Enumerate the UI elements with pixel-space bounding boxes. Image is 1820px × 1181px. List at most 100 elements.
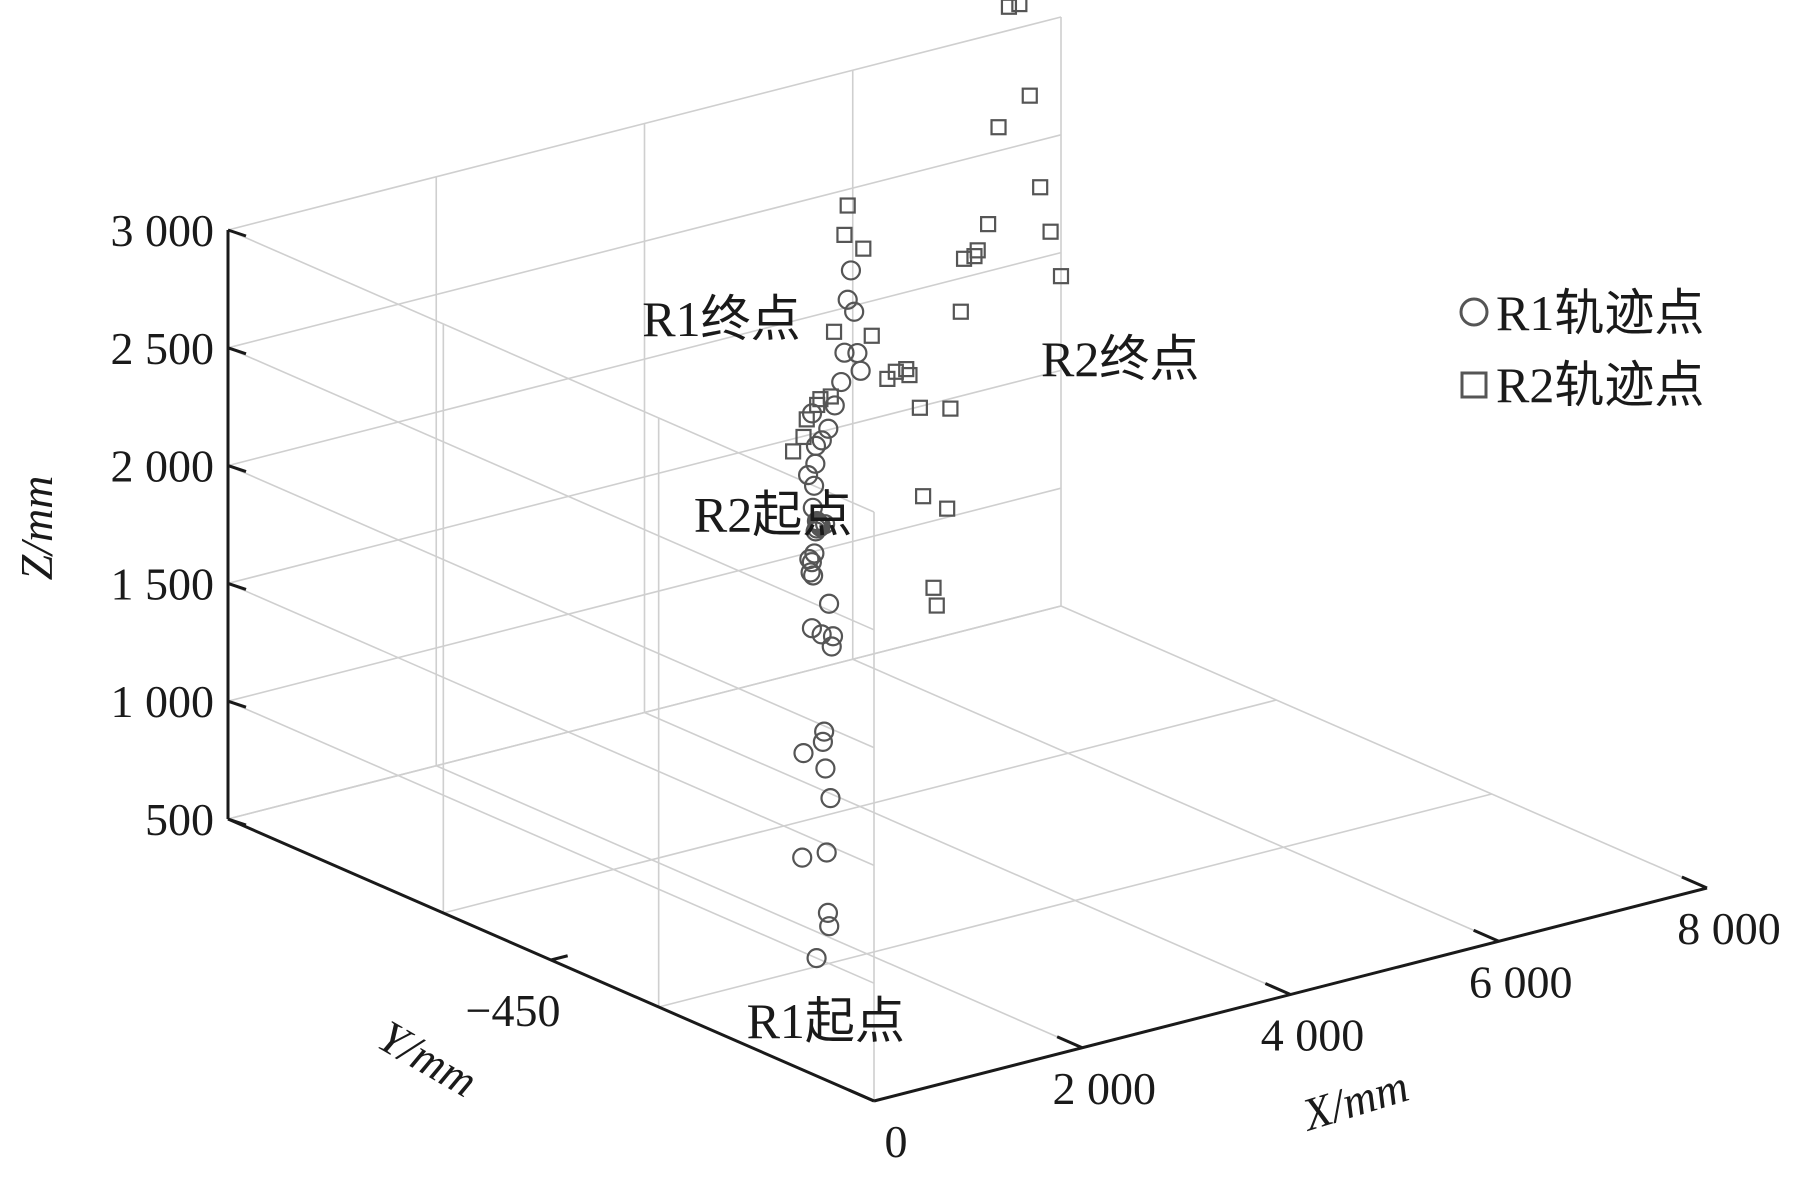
x-tick-mark: [1473, 928, 1500, 943]
z-tick-label: 500: [145, 794, 214, 845]
r2-trajectory-point: [911, 399, 928, 416]
side-wall-grid-line: [227, 582, 875, 867]
z-tick-mark: [227, 464, 247, 474]
r1-trajectory-point: [812, 731, 833, 753]
grid-layer: [227, 16, 1708, 1102]
back-wall-grid-line: [227, 251, 1062, 467]
x-tick-label: 0: [885, 1116, 908, 1167]
r1-trajectory-point: [847, 342, 868, 364]
r1-trajectory-point: [834, 342, 855, 363]
r2-trajectory-point: [990, 119, 1007, 136]
side-wall-grid-line: [227, 464, 875, 749]
legend-label-r1: R1轨迹点: [1496, 285, 1704, 341]
z-tick-mark: [227, 581, 247, 591]
r1-trajectory-point: [800, 562, 821, 583]
side-wall-grid-line: [227, 229, 875, 513]
r2-trajectory-point: [1052, 268, 1070, 285]
side-wall-grid-line: [227, 700, 875, 984]
r1-trajectory-point: [822, 626, 844, 647]
back-wall-grid-line: [227, 605, 1062, 820]
legend: R1轨迹点 R2轨迹点: [1459, 285, 1704, 413]
r1-trajectory-point: [818, 418, 839, 439]
z-tick-mark: [227, 699, 247, 709]
r1-trajectory-point: [819, 916, 840, 937]
r1-trajectory-point: [844, 301, 865, 322]
back-wall-grid-line: [227, 369, 1062, 585]
r1-trajectory-point: [821, 636, 842, 657]
r2-trajectory-point: [1011, 0, 1028, 13]
r1-trajectory-point: [815, 758, 836, 779]
y-tick-mark: [550, 954, 569, 962]
annotation-r2-start: R2起点: [694, 486, 852, 542]
r2-trajectory-point: [928, 597, 945, 614]
r1-trajectory-point: [811, 430, 832, 451]
r2-trajectory-point: [952, 303, 969, 320]
x-tick-label: 4 000: [1261, 1010, 1365, 1061]
r2-trajectory-point: [939, 500, 956, 517]
floor-grid-line: [852, 658, 1500, 942]
back-wall-grid-line: [227, 16, 1062, 231]
annotation-r1-start: R1起点: [747, 993, 905, 1049]
r1-trajectory-point: [792, 847, 813, 868]
r1-trajectory-point: [793, 743, 814, 764]
r2-trajectory-point: [915, 488, 932, 505]
legend-item-r1: R1轨迹点: [1459, 285, 1704, 341]
r2-trajectory-point: [1021, 87, 1038, 104]
x-tick-mark: [1681, 875, 1708, 890]
r1-trajectory-point: [811, 624, 832, 645]
r2-trajectory-point: [925, 579, 942, 596]
r1-trajectory-point: [805, 453, 826, 474]
r2-trajectory-point: [863, 327, 880, 344]
r1-trajectory-point: [806, 948, 827, 969]
legend-circle-marker: [1459, 297, 1489, 327]
series-layer: [785, 0, 1070, 969]
r2-trajectory-point: [942, 400, 959, 417]
z-tick-label: 3 000: [111, 205, 215, 256]
r2-trajectory-point: [966, 248, 983, 265]
r1-trajectory-point: [816, 842, 837, 863]
x-tick-label: 2 000: [1053, 1063, 1157, 1114]
annotation-layer: R1起点 R1终点 R2起点 R2终点: [642, 291, 1199, 1049]
floor-grid-line: [435, 765, 1083, 1049]
back-wall-grid-line: [227, 134, 1062, 349]
r1-trajectory-point: [804, 543, 825, 564]
series-1: [792, 260, 871, 969]
r2-trajectory-point: [901, 366, 918, 384]
r2-trajectory-point: [812, 391, 829, 408]
r2-trajectory-point: [839, 197, 856, 214]
floor-grid-line: [443, 699, 1277, 914]
r2-trajectory-point: [1042, 223, 1059, 240]
r2-trajectory-point: [955, 250, 973, 267]
r1-trajectory-point: [806, 518, 827, 539]
r1-trajectory-point: [837, 289, 858, 310]
r2-trajectory-point: [1000, 0, 1018, 15]
legend-label-r2: R2轨迹点: [1496, 357, 1704, 413]
r2-trajectory-point: [785, 443, 802, 460]
annotation-r1-end: R1终点: [642, 291, 800, 347]
z-tick-label: 1 500: [111, 558, 215, 609]
r1-trajectory-point: [802, 497, 823, 518]
x-tick-label: 8 000: [1677, 903, 1781, 954]
x-tick-mark: [848, 1088, 875, 1103]
r2-trajectory-point: [822, 388, 839, 405]
r1-trajectory-point: [817, 902, 839, 924]
z-axis-label: Z/mm: [11, 476, 62, 581]
z-tick-mark: [227, 817, 247, 827]
z-tick-label: 2 000: [111, 441, 215, 492]
r2-trajectory-point: [1032, 179, 1049, 196]
x-tick-mark: [1264, 982, 1292, 996]
r2-trajectory-point: [795, 428, 812, 446]
series-2: [785, 0, 1070, 614]
r1-trajectory-point: [814, 721, 835, 742]
floor-grid-line: [644, 711, 1291, 996]
r2-trajectory-point: [825, 323, 843, 340]
x-axis-label: X/mm: [1295, 1060, 1414, 1141]
x-tick-label: 6 000: [1469, 956, 1573, 1007]
annotation-r2-end: R2终点: [1041, 331, 1199, 387]
r2-trajectory-point: [809, 396, 826, 414]
legend-square-marker: [1460, 371, 1488, 399]
r2-trajectory-point: [836, 226, 853, 243]
r2-trajectory-point: [980, 216, 997, 233]
r2-trajectory-point: [798, 411, 815, 428]
